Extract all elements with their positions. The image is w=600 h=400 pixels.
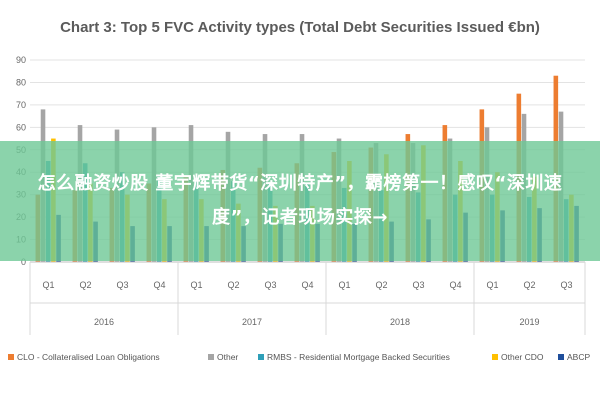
y-tick-label: 90: [16, 55, 26, 65]
year-label: 2018: [390, 317, 410, 327]
y-tick-label: 80: [16, 77, 26, 87]
legend-label: CLO - Collateralised Loan Obligations: [17, 352, 160, 362]
legend: CLO - Collateralised Loan Obligations Oth…: [8, 352, 590, 362]
overlay-banner[interactable]: 怎么融资炒股 董宇辉带货“深圳特产”，霸榜第一！感叹“深圳速度”，记者现场实探→: [0, 141, 600, 261]
x-tick-label: Q1: [42, 280, 54, 290]
x-tick-label: Q2: [523, 280, 535, 290]
x-tick-label: Q1: [486, 280, 498, 290]
y-tick-label: 60: [16, 122, 26, 132]
legend-swatch: [492, 354, 498, 360]
legend-swatch: [8, 354, 14, 360]
x-tick-label: Q1: [338, 280, 350, 290]
x-axis: Q1 Q2 Q3 Q4 Q1 Q2 Q3 Q4 Q1 Q2 Q3 Q4 Q1 Q2 Q3 2016 2017 20…: [29, 261, 586, 335]
x-tick-label: Q3: [560, 280, 572, 290]
year-label: 2019: [519, 317, 539, 327]
year-label: 2017: [242, 317, 262, 327]
legend-swatch: [558, 354, 564, 360]
legend-label: Other CDO: [501, 352, 544, 362]
x-tick-label: Q4: [301, 280, 313, 290]
chart-title: Chart 3: Top 5 FVC Activity types (Total…: [60, 19, 540, 36]
x-tick-label: Q2: [227, 280, 239, 290]
x-tick-label: Q3: [412, 280, 424, 290]
legend-label: Other: [217, 352, 238, 362]
x-tick-label: Q4: [153, 280, 165, 290]
y-tick-label: 70: [16, 100, 26, 110]
x-tick-label: Q2: [79, 280, 91, 290]
x-tick-label: Q2: [375, 280, 387, 290]
legend-label: RMBS - Residential Mortgage Backed Secur…: [267, 352, 450, 362]
x-tick-label: Q3: [116, 280, 128, 290]
y-tick-label: 0: [21, 257, 26, 267]
legend-label: ABCP: [567, 352, 590, 362]
legend-swatch: [208, 354, 214, 360]
x-tick-label: Q1: [190, 280, 202, 290]
x-tick-label: Q4: [449, 280, 461, 290]
x-tick-label: Q3: [264, 280, 276, 290]
year-label: 2016: [94, 317, 114, 327]
legend-swatch: [258, 354, 264, 360]
overlay-banner-text[interactable]: 怎么融资炒股 董宇辉带货“深圳特产”，霸榜第一！感叹“深圳速度”，记者现场实探→: [37, 173, 563, 228]
